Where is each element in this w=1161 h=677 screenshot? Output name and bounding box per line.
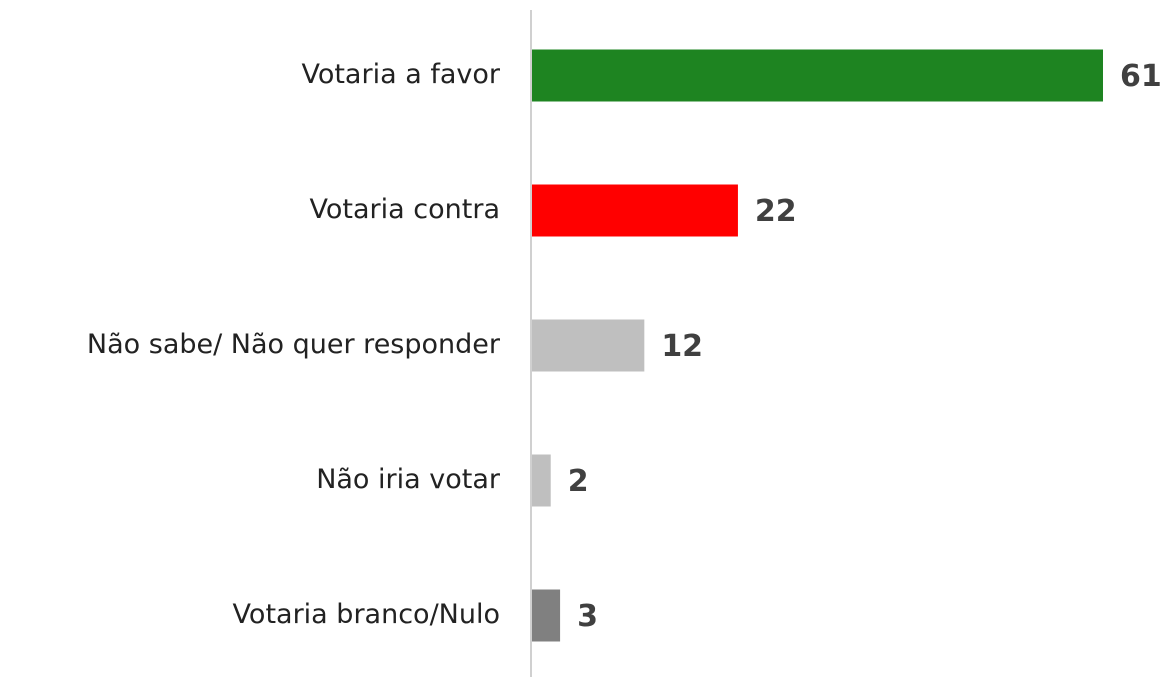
bar — [532, 49, 1103, 102]
category-label: Votaria branco/Nulo — [233, 599, 500, 630]
bar — [532, 319, 645, 372]
value-label: 3 — [577, 599, 598, 634]
value-label: 2 — [568, 464, 589, 499]
category-label: Não iria votar — [316, 464, 501, 495]
category-label: Não sabe/ Não quer responder — [87, 329, 501, 360]
value-label: 22 — [755, 194, 797, 229]
value-label: 12 — [661, 329, 703, 364]
bar — [532, 454, 551, 507]
category-label: Votaria contra — [310, 194, 500, 225]
value-label: 61 — [1120, 59, 1161, 94]
bar — [532, 184, 738, 237]
bar — [532, 589, 561, 642]
category-label: Votaria a favor — [301, 59, 500, 90]
